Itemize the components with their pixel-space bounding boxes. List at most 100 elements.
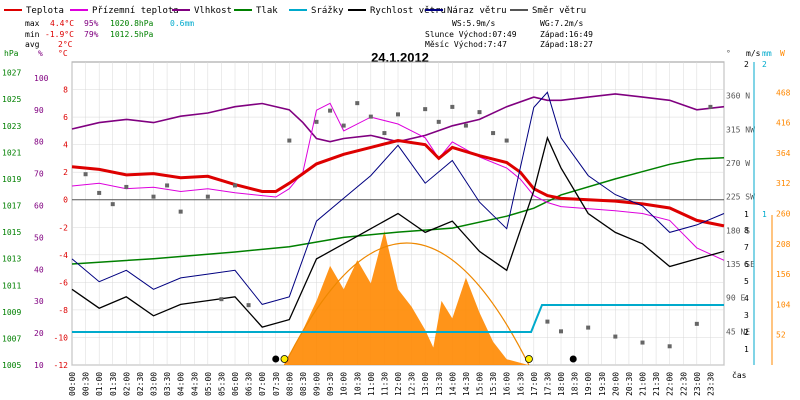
x-tick: 23:30 bbox=[706, 372, 715, 396]
y-tick-dir: 90 E bbox=[726, 294, 745, 303]
series-sun-arc bbox=[283, 242, 530, 366]
y-tick-w: 364 bbox=[776, 149, 791, 158]
legend-label-5: Rychlost větru bbox=[370, 6, 446, 16]
x-tick: 10:30 bbox=[353, 372, 362, 396]
y-tick-pct: 40 bbox=[34, 265, 44, 274]
x-tick: 23:00 bbox=[693, 372, 702, 396]
x-tick: 16:00 bbox=[503, 372, 512, 396]
stat-sun: Slunce Východ:07:49 bbox=[425, 30, 517, 39]
x-tick: 07:00 bbox=[258, 372, 267, 396]
x-tick: 07:30 bbox=[272, 372, 281, 396]
legend: Teplota Přízemní teplota Vlhkost Tlak Srážky… bbox=[4, 6, 586, 16]
y-tick-temp: 0 bbox=[63, 196, 68, 205]
y-tick-dir: 360 N bbox=[726, 92, 750, 101]
y-tick-hpa: 1021 bbox=[2, 148, 21, 157]
stat-moon-set: Západ:18:27 bbox=[540, 40, 593, 49]
y-tick-temp: 6 bbox=[63, 113, 68, 122]
stat-sun-set: Západ:16:49 bbox=[540, 30, 593, 39]
stat-max-label: max bbox=[25, 19, 40, 28]
x-tick: 05:00 bbox=[204, 372, 213, 396]
y-tick-ms: 2 bbox=[744, 328, 749, 337]
y-tick-dir: 180 S bbox=[726, 226, 750, 235]
y-tick-hpa: 1027 bbox=[2, 69, 21, 78]
x-tick: 21:30 bbox=[652, 372, 661, 396]
wind-direction-point bbox=[450, 104, 455, 109]
y-tick-hpa: 1015 bbox=[2, 228, 21, 237]
wind-direction-point bbox=[708, 104, 713, 109]
unit-degc: °C bbox=[58, 49, 68, 58]
y-tick-dir: 135 SE bbox=[726, 260, 755, 269]
stat-max-rain: 0.6mm bbox=[170, 19, 194, 28]
y-tick-w: 104 bbox=[776, 300, 791, 309]
x-tick: 15:00 bbox=[476, 372, 485, 396]
legend-label-6: Náraz větru bbox=[447, 6, 507, 16]
y-tick-dir: 270 W bbox=[726, 159, 750, 168]
stat-moon: Měsíc Východ:7:47 bbox=[425, 40, 507, 49]
wind-direction-point bbox=[83, 172, 88, 177]
stat-min-press: 1012.5hPa bbox=[110, 30, 154, 39]
y-tick-pct: 80 bbox=[34, 138, 44, 147]
x-tick: 17:00 bbox=[530, 372, 539, 396]
x-tick: 15:30 bbox=[489, 372, 498, 396]
x-tick: 00:30 bbox=[82, 372, 91, 396]
y-tick-temp: -8 bbox=[58, 306, 68, 315]
x-tick: 03:30 bbox=[163, 372, 172, 396]
stat-min-label: min bbox=[25, 30, 40, 39]
wind-direction-point bbox=[124, 184, 129, 189]
y-tick-temp: -12 bbox=[54, 361, 69, 370]
y-tick-hpa: 1013 bbox=[2, 255, 21, 264]
y-tick-ms: 2 bbox=[744, 60, 749, 69]
legend-label-4: Srážky bbox=[311, 6, 344, 16]
y-tick-hpa: 1019 bbox=[2, 175, 21, 184]
wind-direction-point bbox=[110, 202, 115, 207]
series-srazky-line bbox=[72, 304, 724, 333]
wind-direction-point bbox=[382, 131, 387, 136]
wind-direction-point bbox=[423, 107, 428, 112]
x-tick: 04:30 bbox=[190, 372, 199, 396]
stat-avg-temp: 2°C bbox=[58, 40, 73, 49]
x-tick: 01:30 bbox=[109, 372, 118, 396]
x-tick: 02:00 bbox=[122, 372, 131, 396]
y-tick-hpa: 1009 bbox=[2, 308, 21, 317]
wind-direction-point bbox=[436, 119, 441, 124]
stat-max-hum: 95% bbox=[84, 19, 99, 28]
y-tick-ms: 8 bbox=[744, 226, 749, 235]
wind-direction-point bbox=[640, 340, 645, 345]
x-tick: 22:00 bbox=[666, 372, 675, 396]
unit-mm: mm bbox=[762, 49, 772, 58]
moonrise-marker bbox=[272, 355, 280, 363]
sunrise-marker bbox=[280, 355, 289, 363]
wind-direction-point bbox=[178, 209, 183, 214]
y-tick-pct: 20 bbox=[34, 329, 44, 338]
legend-label-7: Směr větru bbox=[532, 6, 586, 16]
x-tick: 16:30 bbox=[516, 372, 525, 396]
x-tick: 12:30 bbox=[408, 372, 417, 396]
series-naraz-line bbox=[71, 91, 725, 305]
x-tick: 03:00 bbox=[150, 372, 159, 396]
wind-direction-point bbox=[559, 329, 563, 334]
y-tick-ms: 1 bbox=[744, 210, 749, 219]
wind-direction-point bbox=[233, 183, 237, 188]
y-tick-hpa: 1011 bbox=[2, 281, 21, 290]
y-tick-pct: 90 bbox=[34, 106, 44, 115]
y-tick-mm: 1 bbox=[762, 210, 767, 219]
x-tick: 14:00 bbox=[448, 372, 457, 396]
series-solar-area bbox=[72, 231, 724, 365]
x-tick: 17:30 bbox=[543, 372, 552, 396]
wind-direction-point bbox=[396, 112, 400, 117]
x-tick: 18:00 bbox=[557, 372, 566, 396]
x-tick: 13:30 bbox=[435, 372, 444, 396]
y-tick-pct: 70 bbox=[34, 170, 44, 179]
wind-direction-point bbox=[165, 183, 170, 188]
y-tick-temp: 8 bbox=[63, 86, 68, 95]
legend-label-2: Vlhkost bbox=[194, 6, 232, 16]
x-tick: 02:30 bbox=[136, 372, 145, 396]
y-tick-w: 312 bbox=[776, 179, 791, 188]
y-tick-pct: 100 bbox=[34, 74, 49, 83]
x-tick: 09:30 bbox=[326, 372, 335, 396]
wind-direction-point bbox=[586, 325, 591, 330]
sunset-marker bbox=[525, 355, 533, 363]
y-tick-w: 416 bbox=[776, 119, 791, 128]
series-vlhkost-line bbox=[71, 93, 725, 143]
